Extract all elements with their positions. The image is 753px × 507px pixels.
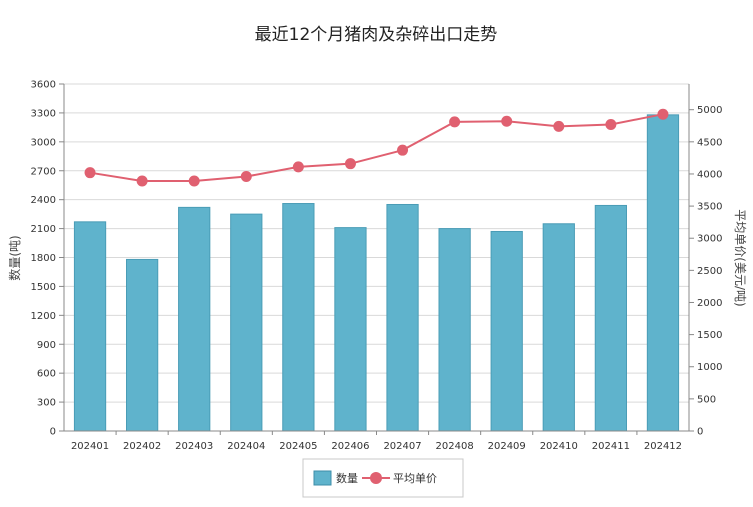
line-point bbox=[292, 161, 304, 173]
right-tick-label: 4000 bbox=[697, 169, 722, 180]
legend-swatch-marker bbox=[370, 472, 382, 484]
line-point bbox=[188, 175, 200, 187]
left-tick-label: 900 bbox=[37, 340, 56, 351]
bar-series bbox=[73, 114, 680, 432]
left-tick-label: 3600 bbox=[31, 80, 56, 91]
line-point bbox=[397, 144, 409, 156]
right-axis-ticks: 0 500 1000 1500 2000 2500 3000 3500 4000 4500 5000 bbox=[689, 105, 722, 438]
right-tick-label: 2500 bbox=[697, 266, 722, 277]
x-tick-label: 202403 bbox=[175, 441, 213, 452]
x-tick-label: 202407 bbox=[383, 441, 421, 452]
right-tick-label: 3500 bbox=[697, 202, 722, 213]
bar bbox=[646, 114, 680, 432]
legend-swatch-bar bbox=[313, 470, 332, 486]
x-tick-label: 202406 bbox=[331, 441, 369, 452]
right-tick-label: 1000 bbox=[697, 362, 722, 373]
x-tick-label: 202404 bbox=[227, 441, 265, 452]
x-tick-label: 202401 bbox=[71, 441, 109, 452]
right-tick-label: 0 bbox=[697, 427, 703, 438]
bar bbox=[126, 258, 159, 432]
bar bbox=[386, 203, 419, 432]
x-tick-label: 202409 bbox=[488, 441, 526, 452]
line-point bbox=[84, 167, 96, 179]
x-tick-label: 202408 bbox=[436, 441, 474, 452]
left-tick-label: 2700 bbox=[31, 166, 56, 177]
left-tick-label: 2400 bbox=[31, 195, 56, 206]
x-tick-label: 202402 bbox=[123, 441, 161, 452]
bar bbox=[73, 221, 107, 432]
chart-title: 最近12个月猪肉及杂碎出口走势 bbox=[255, 25, 498, 45]
line-point bbox=[501, 115, 513, 127]
bar bbox=[490, 230, 523, 432]
line-series bbox=[84, 108, 669, 187]
line-point bbox=[605, 118, 617, 130]
left-tick-label: 1800 bbox=[31, 253, 56, 264]
left-tick-label: 300 bbox=[37, 398, 56, 409]
left-tick-label: 0 bbox=[50, 427, 56, 438]
bar bbox=[178, 206, 211, 432]
x-tick-label: 202411 bbox=[592, 441, 630, 452]
line-path bbox=[89, 113, 664, 183]
line-point bbox=[344, 158, 356, 170]
grid bbox=[64, 83, 689, 403]
left-tick-label: 600 bbox=[37, 369, 56, 380]
bar bbox=[594, 204, 627, 432]
line-point bbox=[136, 175, 148, 187]
left-tick-label: 2100 bbox=[31, 224, 56, 235]
legend-label-bar: 数量 bbox=[336, 472, 358, 485]
left-axis-ticks: 0 300 600 900 1200 1500 1800 2100 2400 2700 3000 33… bbox=[31, 80, 64, 438]
left-tick-label: 1200 bbox=[31, 311, 56, 322]
right-tick-label: 500 bbox=[697, 394, 716, 405]
line-point bbox=[449, 116, 461, 128]
x-tick-label: 202412 bbox=[644, 441, 682, 452]
x-tick-label: 202405 bbox=[279, 441, 317, 452]
bar bbox=[230, 213, 263, 432]
left-tick-label: 3000 bbox=[31, 137, 56, 148]
x-axis-ticks: 202401 202402 202403 202404 202405 202406 2024… bbox=[71, 431, 682, 452]
legend-label-line: 平均单价 bbox=[393, 472, 437, 485]
right-tick-label: 2000 bbox=[697, 298, 722, 309]
right-tick-label: 5000 bbox=[697, 105, 722, 116]
left-tick-label: 1500 bbox=[31, 282, 56, 293]
legend: 数量 平均单价 bbox=[302, 458, 464, 498]
line-point bbox=[657, 108, 669, 120]
bar bbox=[282, 203, 315, 432]
bar bbox=[438, 228, 471, 432]
right-tick-label: 3000 bbox=[697, 234, 722, 245]
line-point bbox=[553, 120, 565, 132]
right-tick-label: 4500 bbox=[697, 137, 722, 148]
left-axis-title: 数量(吨) bbox=[7, 235, 22, 280]
left-tick-label: 3300 bbox=[31, 108, 56, 119]
line-point bbox=[240, 171, 252, 183]
right-tick-label: 1500 bbox=[697, 330, 722, 341]
x-tick-label: 202410 bbox=[540, 441, 578, 452]
right-axis-title: 平均单价(美元/吨) bbox=[733, 209, 747, 306]
bar bbox=[542, 223, 575, 432]
bar bbox=[334, 227, 367, 432]
